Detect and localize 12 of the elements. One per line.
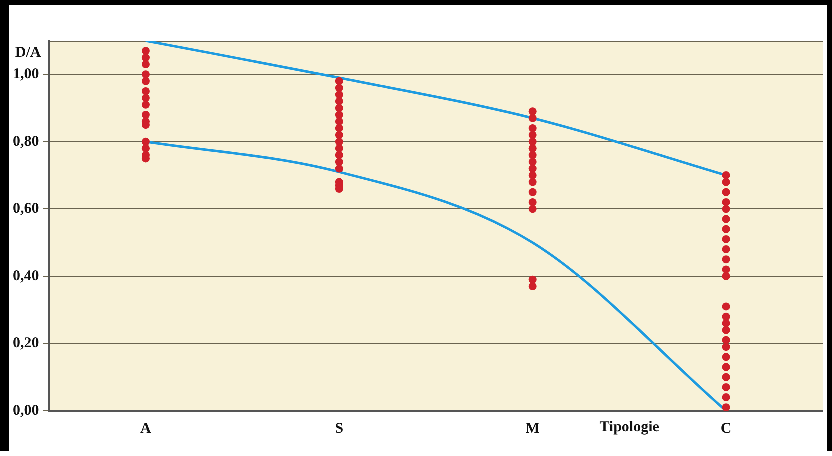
- y-tick-label: 1,00: [13, 66, 40, 83]
- y-tick-label: 0,20: [13, 336, 40, 352]
- x-tick-label: C: [720, 420, 732, 437]
- y-tick-label: 0,00: [13, 402, 40, 419]
- y-tick-label: 0,40: [13, 268, 40, 284]
- y-tick-label: 0,60: [13, 201, 40, 218]
- x-tick-label: M: [526, 420, 540, 437]
- x-tick-label: A: [140, 420, 152, 437]
- y-axis-title: D/A: [15, 44, 42, 61]
- y-tick-label: 0,80: [13, 134, 40, 150]
- x-axis-title: Tipologie: [600, 419, 660, 436]
- x-tick-label: S: [335, 420, 344, 437]
